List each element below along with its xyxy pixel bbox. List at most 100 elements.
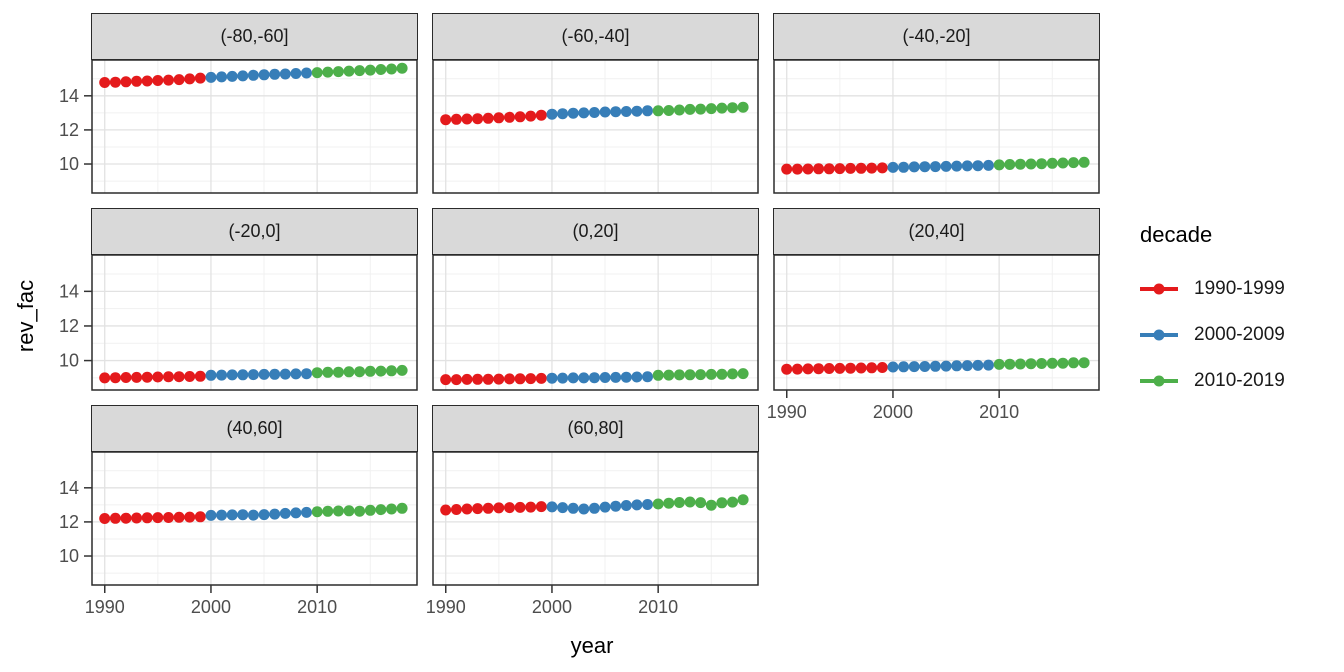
data-point xyxy=(109,372,121,384)
data-point xyxy=(983,359,994,371)
y-axis-title: rev_fac xyxy=(13,279,38,353)
data-point xyxy=(472,113,484,125)
data-point xyxy=(184,73,196,85)
data-point xyxy=(269,68,281,80)
facet-strip: (20,40] xyxy=(773,208,1100,255)
data-point xyxy=(332,366,344,378)
data-point xyxy=(961,160,973,172)
gridlines xyxy=(92,452,417,585)
data-point xyxy=(194,72,206,84)
data-point xyxy=(1004,159,1016,170)
data-point xyxy=(386,63,397,75)
data-point xyxy=(237,509,249,521)
data-point xyxy=(461,503,473,515)
data-point xyxy=(663,369,675,381)
data-point xyxy=(567,107,579,119)
data-point xyxy=(311,506,323,518)
data-point xyxy=(578,503,590,515)
facet-strip: (-80,-60] xyxy=(91,13,418,60)
data-point xyxy=(184,511,196,523)
data-point xyxy=(322,505,334,517)
data-point xyxy=(194,511,206,523)
data-point xyxy=(163,371,174,383)
data-point xyxy=(705,499,717,511)
data-point xyxy=(301,67,312,79)
data-point xyxy=(684,496,696,508)
x-tick-label: 1990 xyxy=(85,597,125,617)
data-point xyxy=(578,372,590,384)
data-point xyxy=(375,504,387,516)
data-point xyxy=(472,373,484,385)
facet-strip: (-40,-20] xyxy=(773,13,1100,60)
x-axis-title: year xyxy=(570,633,614,658)
data-point xyxy=(876,362,888,373)
data-point xyxy=(226,369,238,381)
data-point xyxy=(450,504,462,515)
data-point xyxy=(482,112,494,124)
data-point xyxy=(279,368,291,380)
facet-panel: 1990 2000 2010 xyxy=(426,451,759,617)
data-point xyxy=(237,70,249,82)
data-point xyxy=(1046,357,1058,369)
data-point xyxy=(440,504,452,516)
data-point xyxy=(855,362,867,374)
data-point xyxy=(1057,357,1069,369)
facet-strip-label: (-80,-60] xyxy=(220,26,289,46)
data-point xyxy=(514,501,526,513)
data-point xyxy=(290,507,302,519)
data-point xyxy=(504,373,515,385)
data-point xyxy=(322,66,334,78)
data-point xyxy=(247,369,259,381)
legend-title: decade xyxy=(1140,222,1213,247)
data-point xyxy=(887,361,899,373)
data-point xyxy=(1078,156,1090,168)
data-point xyxy=(290,68,302,79)
data-point xyxy=(642,371,653,383)
data-point xyxy=(642,499,653,510)
data-point xyxy=(631,105,643,117)
gridlines xyxy=(774,60,1099,193)
data-point xyxy=(332,66,344,78)
data-point xyxy=(866,162,878,174)
data-point xyxy=(557,108,569,120)
data-point xyxy=(599,372,611,383)
gridlines xyxy=(774,255,1099,390)
data-point xyxy=(461,373,473,385)
data-point xyxy=(705,368,717,380)
y-tick-label: 12 xyxy=(59,316,79,336)
data-point xyxy=(440,374,452,386)
facet-strip: (60,80] xyxy=(432,405,759,452)
facet-panel: 10 12 14 1990 2000 2010 xyxy=(59,451,418,617)
gridlines xyxy=(92,60,417,193)
data-point xyxy=(610,500,622,512)
data-point xyxy=(99,77,111,88)
data-point xyxy=(99,372,111,384)
data-point xyxy=(375,64,387,75)
data-point xyxy=(131,75,143,87)
data-point xyxy=(450,374,462,386)
data-point xyxy=(919,361,931,372)
data-point xyxy=(258,509,270,521)
data-point xyxy=(354,366,366,378)
data-point xyxy=(620,106,632,117)
data-point xyxy=(1068,357,1079,369)
data-point xyxy=(386,365,397,377)
data-point xyxy=(322,366,334,378)
facet-strip: (-20,0] xyxy=(91,208,418,255)
data-point xyxy=(311,367,323,379)
data-point xyxy=(109,512,121,524)
facet-strip-label: (40,60] xyxy=(226,418,283,438)
x-tick-label: 2000 xyxy=(873,402,913,422)
data-point xyxy=(673,104,685,116)
data-point xyxy=(205,71,217,83)
facet-strip-label: (-60,-40] xyxy=(561,26,630,46)
data-point xyxy=(120,512,132,524)
data-point xyxy=(919,161,931,173)
data-point xyxy=(396,364,408,376)
data-point xyxy=(695,369,707,381)
data-point xyxy=(866,362,878,374)
data-point xyxy=(1036,158,1048,170)
data-point xyxy=(173,511,185,523)
data-point xyxy=(802,363,814,375)
